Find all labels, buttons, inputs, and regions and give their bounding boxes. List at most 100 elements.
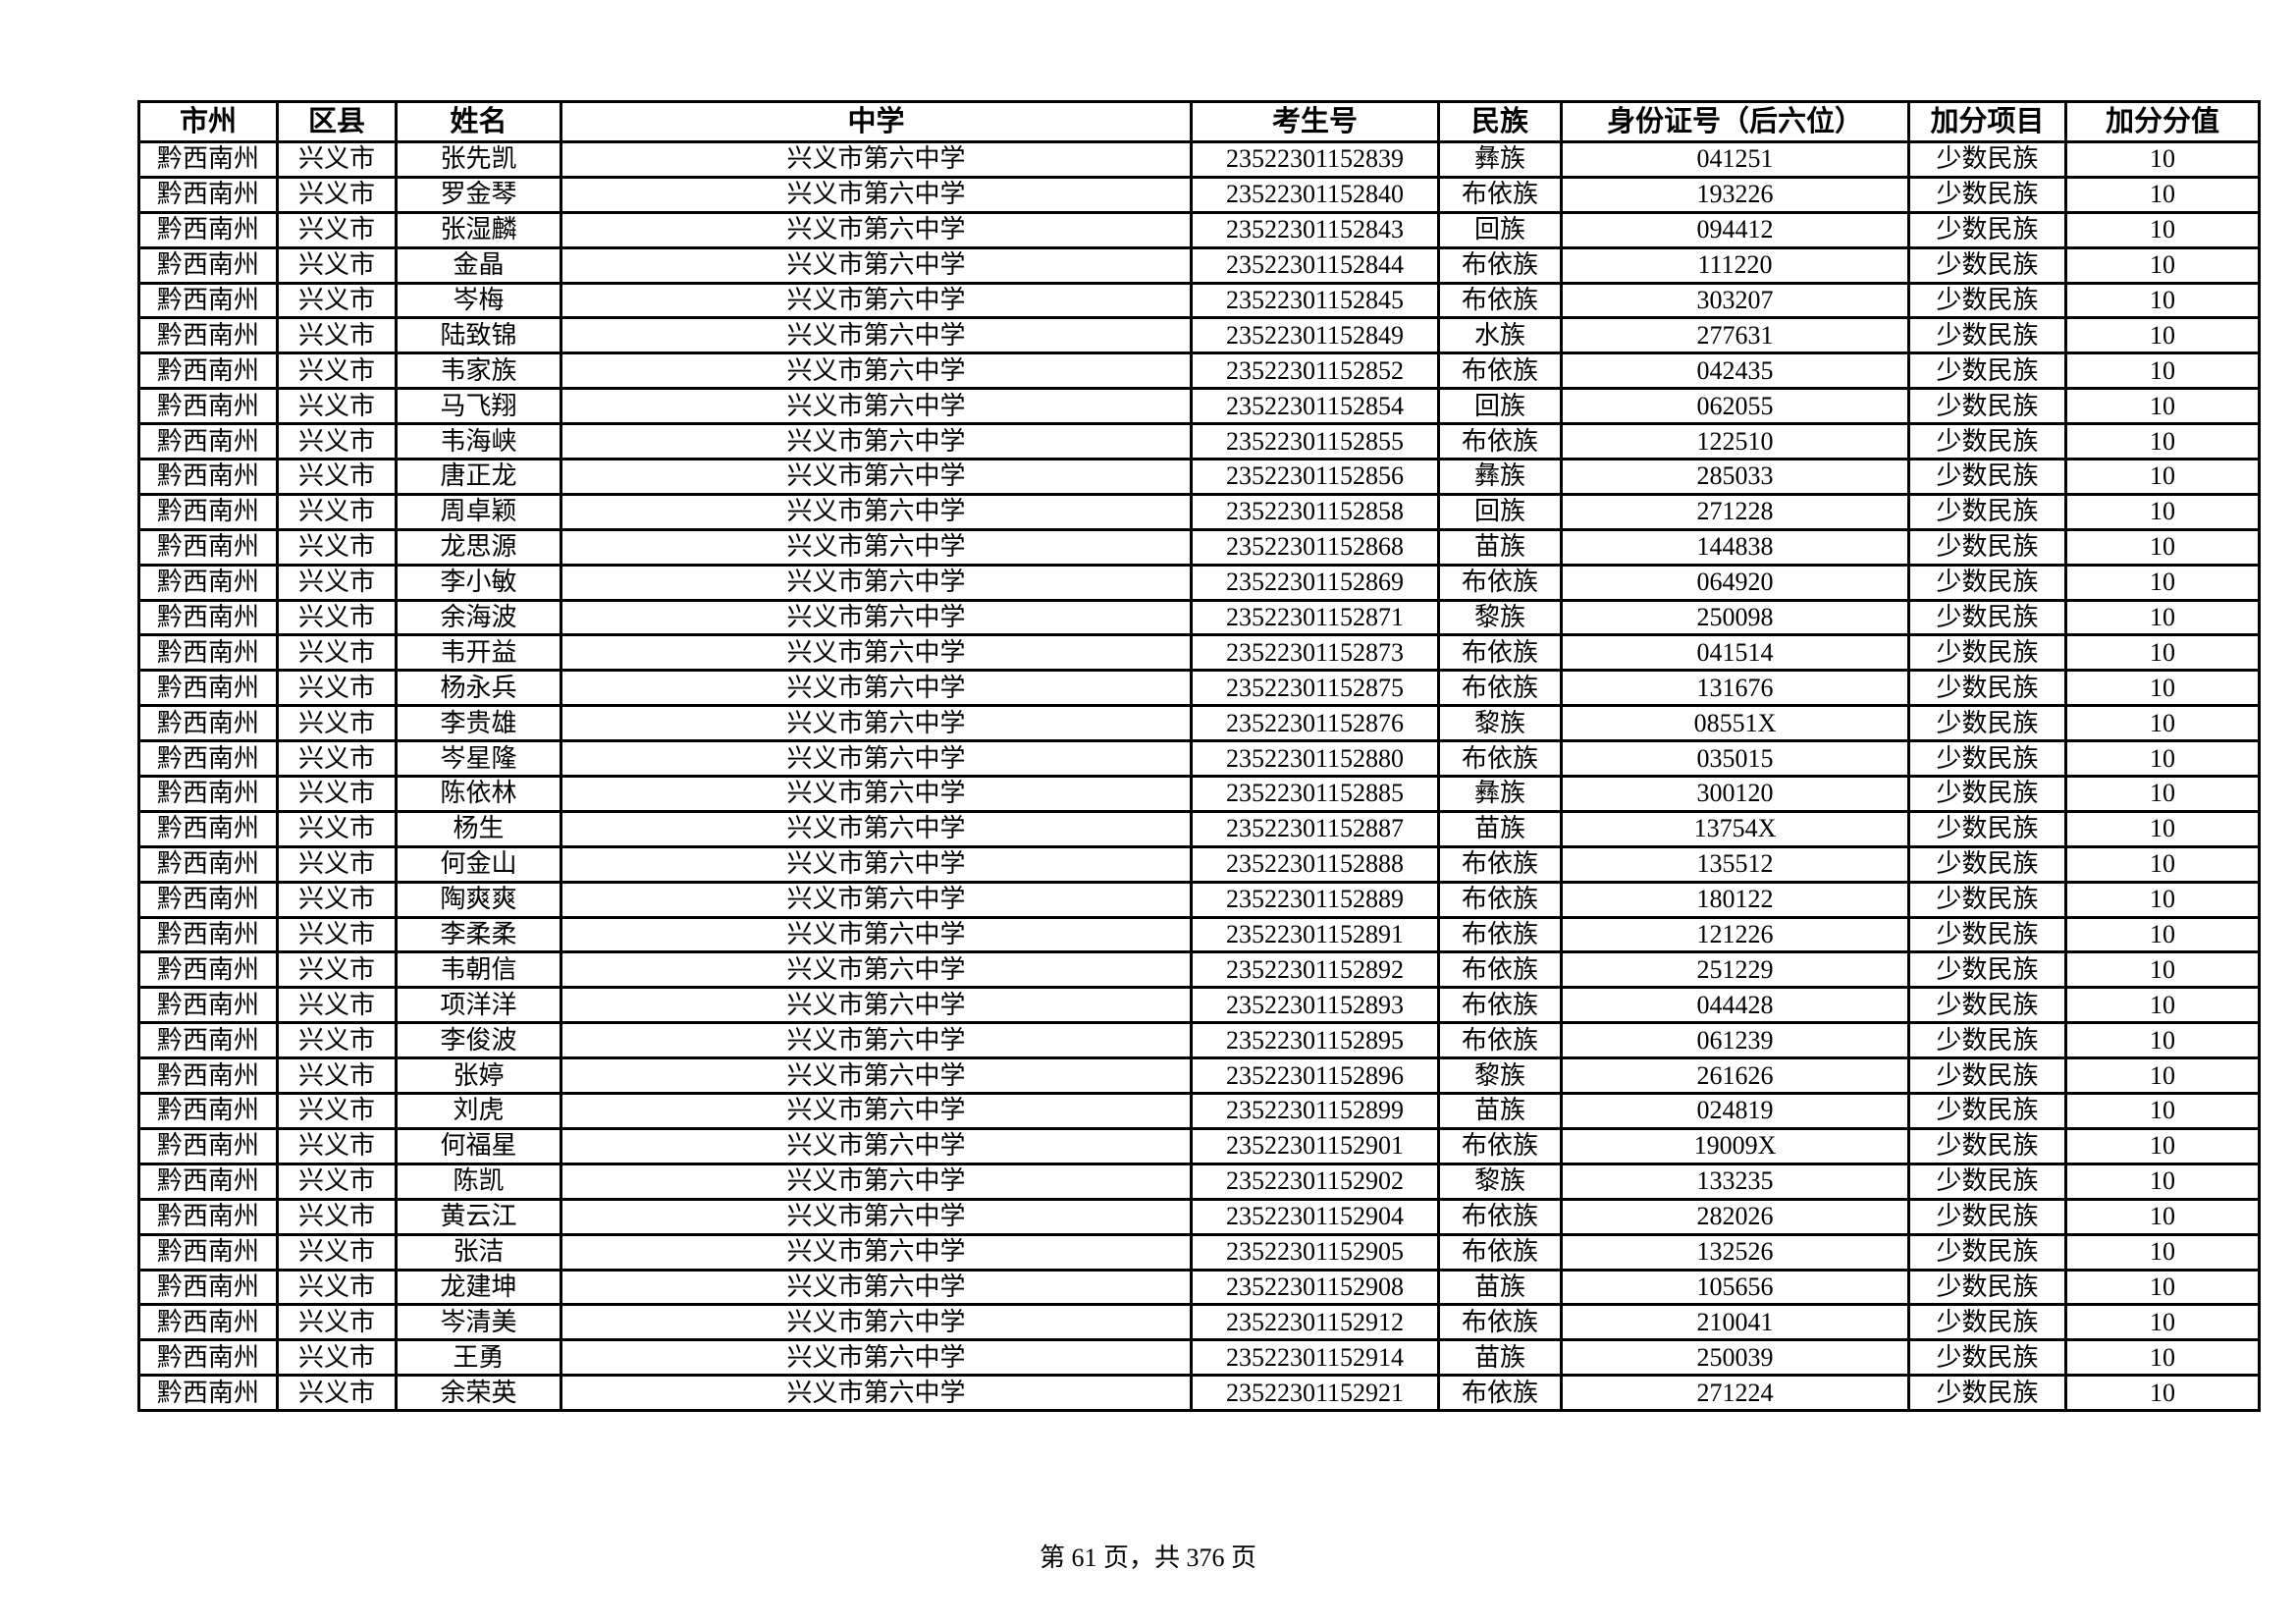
cell-school: 兴义市第六中学 [560, 281, 1193, 320]
cell-bonus-item: 少数民族 [1907, 210, 2067, 249]
cell-school: 兴义市第六中学 [560, 1268, 1193, 1307]
cell-prefecture: 黔西南州 [137, 1374, 279, 1413]
table-row: 黔西南州 兴义市 岑星隆 兴义市第六中学 23522301152880 布依族 035015… [137, 739, 2261, 779]
cell-exam-number: 23522301152914 [1190, 1338, 1440, 1378]
cell-county: 兴义市 [276, 669, 398, 708]
cell-bonus-points: 10 [2064, 1056, 2261, 1096]
cell-name: 岑清美 [395, 1303, 562, 1342]
cell-bonus-item: 少数民族 [1907, 986, 2067, 1025]
table-row: 黔西南州 兴义市 余荣英 兴义市第六中学 23522301152921 布依族 271224… [137, 1374, 2261, 1413]
cell-bonus-item: 少数民族 [1907, 281, 2067, 320]
cell-ethnicity: 布依族 [1437, 563, 1563, 602]
cell-prefecture: 黔西南州 [137, 1021, 279, 1060]
cell-bonus-points: 10 [2064, 175, 2261, 214]
cell-bonus-item: 少数民族 [1907, 1268, 2067, 1307]
cell-exam-number: 23522301152858 [1190, 492, 1440, 531]
cell-name: 龙建坤 [395, 1268, 562, 1307]
cell-bonus-points: 10 [2064, 1268, 2261, 1307]
table-row: 黔西南州 兴义市 黄云江 兴义市第六中学 23522301152904 布依族 282026… [137, 1197, 2261, 1236]
cell-bonus-points: 10 [2064, 880, 2261, 919]
cell-prefecture: 黔西南州 [137, 1303, 279, 1342]
table-row: 黔西南州 兴义市 韦开益 兴义市第六中学 23522301152873 布依族 041514… [137, 633, 2261, 673]
table-row: 黔西南州 兴义市 何金山 兴义市第六中学 23522301152888 布依族 135512… [137, 844, 2261, 884]
cell-name: 马飞翔 [395, 387, 562, 426]
cell-bonus-points: 10 [2064, 704, 2261, 743]
cell-county: 兴义市 [276, 563, 398, 602]
cell-bonus-points: 10 [2064, 633, 2261, 673]
cell-county: 兴义市 [276, 915, 398, 954]
cell-ethnicity: 彝族 [1437, 140, 1563, 179]
table-row: 黔西南州 兴义市 李小敏 兴义市第六中学 23522301152869 布依族 064920… [137, 563, 2261, 602]
cell-school: 兴义市第六中学 [560, 950, 1193, 990]
table-row: 黔西南州 兴义市 李俊波 兴义市第六中学 23522301152895 布依族 061239… [137, 1021, 2261, 1060]
cell-exam-number: 23522301152912 [1190, 1303, 1440, 1342]
cell-bonus-item: 少数民族 [1907, 1126, 2067, 1165]
cell-ethnicity: 布依族 [1437, 669, 1563, 708]
cell-county: 兴义市 [276, 775, 398, 813]
cell-county: 兴义市 [276, 245, 398, 285]
cell-ethnicity: 布依族 [1437, 915, 1563, 954]
cell-exam-number: 23522301152871 [1190, 598, 1440, 637]
table-row: 黔西南州 兴义市 杨生 兴义市第六中学 23522301152887 苗族 13754X 少数… [137, 809, 2261, 848]
cell-exam-number: 23522301152839 [1190, 140, 1440, 179]
cell-prefecture: 黔西南州 [137, 986, 279, 1025]
cell-prefecture: 黔西南州 [137, 880, 279, 919]
cell-exam-number: 23522301152896 [1190, 1056, 1440, 1096]
cell-ethnicity: 布依族 [1437, 1021, 1563, 1060]
cell-school: 兴义市第六中学 [560, 986, 1193, 1025]
table-row: 黔西南州 兴义市 罗金琴 兴义市第六中学 23522301152840 布依族 193226… [137, 175, 2261, 214]
cell-name: 项洋洋 [395, 986, 562, 1025]
cell-bonus-points: 10 [2064, 1374, 2261, 1413]
cell-exam-number: 23522301152905 [1190, 1232, 1440, 1272]
cell-bonus-points: 10 [2064, 1092, 2261, 1130]
cell-bonus-points: 10 [2064, 527, 2261, 567]
cell-bonus-points: 10 [2064, 563, 2261, 602]
table-row: 黔西南州 兴义市 张婷 兴义市第六中学 23522301152896 黎族 261626 少数… [137, 1056, 2261, 1096]
cell-id-last-six: 193226 [1560, 175, 1910, 214]
cell-county: 兴义市 [276, 598, 398, 637]
header-id-last-six: 身份证号（后六位） [1560, 100, 1910, 143]
cell-prefecture: 黔西南州 [137, 1162, 279, 1201]
cell-id-last-six: 044428 [1560, 986, 1910, 1025]
cell-name: 龙思源 [395, 527, 562, 567]
cell-id-last-six: 19009X [1560, 1126, 1910, 1165]
cell-id-last-six: 062055 [1560, 387, 1910, 426]
cell-prefecture: 黔西南州 [137, 140, 279, 179]
cell-school: 兴义市第六中学 [560, 245, 1193, 285]
cell-ethnicity: 苗族 [1437, 527, 1563, 567]
cell-bonus-points: 10 [2064, 387, 2261, 426]
cell-name: 王勇 [395, 1338, 562, 1378]
cell-exam-number: 23522301152875 [1190, 669, 1440, 708]
cell-id-last-six: 131676 [1560, 669, 1910, 708]
cell-ethnicity: 水族 [1437, 316, 1563, 355]
cell-school: 兴义市第六中学 [560, 422, 1193, 461]
cell-prefecture: 黔西南州 [137, 809, 279, 848]
cell-exam-number: 23522301152892 [1190, 950, 1440, 990]
cell-name: 韦家族 [395, 352, 562, 391]
table-row: 黔西南州 兴义市 余海波 兴义市第六中学 23522301152871 黎族 250098 少… [137, 598, 2261, 637]
table-body: 黔西南州 兴义市 张先凯 兴义市第六中学 23522301152839 彝族 041251 少… [137, 140, 2261, 1413]
cell-name: 周卓颖 [395, 492, 562, 531]
cell-id-last-six: 251229 [1560, 950, 1910, 990]
cell-name: 岑梅 [395, 281, 562, 320]
cell-name: 陈依林 [395, 775, 562, 813]
bonus-points-table: 市州 区县 姓名 中学 考生号 民族 身份证号（后六位） 加分项目 加分分值 黔西南州 兴义市 张先… [137, 100, 2261, 1413]
cell-school: 兴义市第六中学 [560, 669, 1193, 708]
cell-bonus-item: 少数民族 [1907, 1232, 2067, 1272]
cell-school: 兴义市第六中学 [560, 563, 1193, 602]
cell-bonus-points: 10 [2064, 1126, 2261, 1165]
cell-ethnicity: 布依族 [1437, 1126, 1563, 1165]
table-row: 黔西南州 兴义市 龙思源 兴义市第六中学 23522301152868 苗族 144838 少… [137, 527, 2261, 567]
cell-id-last-six: 08551X [1560, 704, 1910, 743]
cell-school: 兴义市第六中学 [560, 1338, 1193, 1378]
header-school: 中学 [560, 100, 1193, 143]
cell-ethnicity: 布依族 [1437, 422, 1563, 461]
cell-name: 李柔柔 [395, 915, 562, 954]
cell-id-last-six: 024819 [1560, 1092, 1910, 1130]
cell-school: 兴义市第六中学 [560, 915, 1193, 954]
cell-id-last-six: 180122 [1560, 880, 1910, 919]
cell-id-last-six: 132526 [1560, 1232, 1910, 1272]
cell-bonus-item: 少数民族 [1907, 316, 2067, 355]
cell-school: 兴义市第六中学 [560, 704, 1193, 743]
cell-exam-number: 23522301152852 [1190, 352, 1440, 391]
